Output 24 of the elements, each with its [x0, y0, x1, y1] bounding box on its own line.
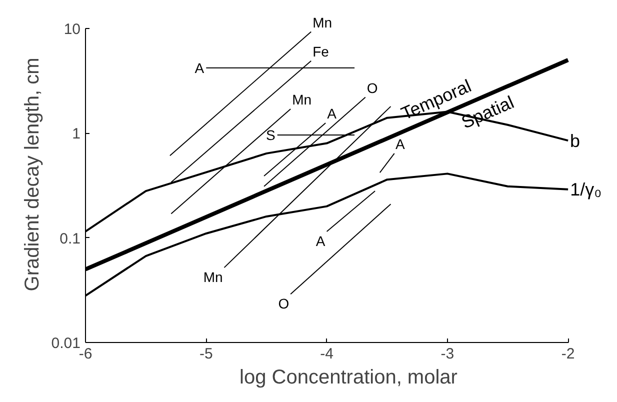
y-tick-label: 1 [72, 126, 80, 143]
series-label: A [194, 60, 205, 76]
series-label: Fe [312, 44, 330, 60]
series-label: Mn [203, 268, 223, 285]
x-tick-label: -4 [320, 346, 334, 362]
series-label: A [316, 232, 326, 249]
series-label: A [396, 136, 406, 152]
y-tick-label: 0.1 [60, 230, 81, 248]
series-label: Mn [312, 14, 332, 30]
x-tick-label: -2 [561, 346, 575, 362]
y-tick-label: 10 [64, 20, 81, 38]
series-label: O [366, 80, 378, 96]
series-label: Mn [292, 92, 312, 108]
x-tick-label: -5 [199, 346, 213, 362]
series-label: b [570, 131, 580, 152]
x-tick-label: -3 [440, 346, 454, 362]
y-tick-label: 0.01 [51, 335, 81, 352]
series-label: 1/γ₀ [570, 180, 602, 200]
x-tick-label: -6 [78, 346, 92, 362]
y-axis-title: Gradient decay length, cm [21, 58, 44, 292]
series-label: A [327, 106, 338, 122]
series-label: O [278, 295, 290, 312]
x-axis-title: log Concentration, molar [240, 366, 458, 388]
series-label: S [266, 127, 276, 144]
